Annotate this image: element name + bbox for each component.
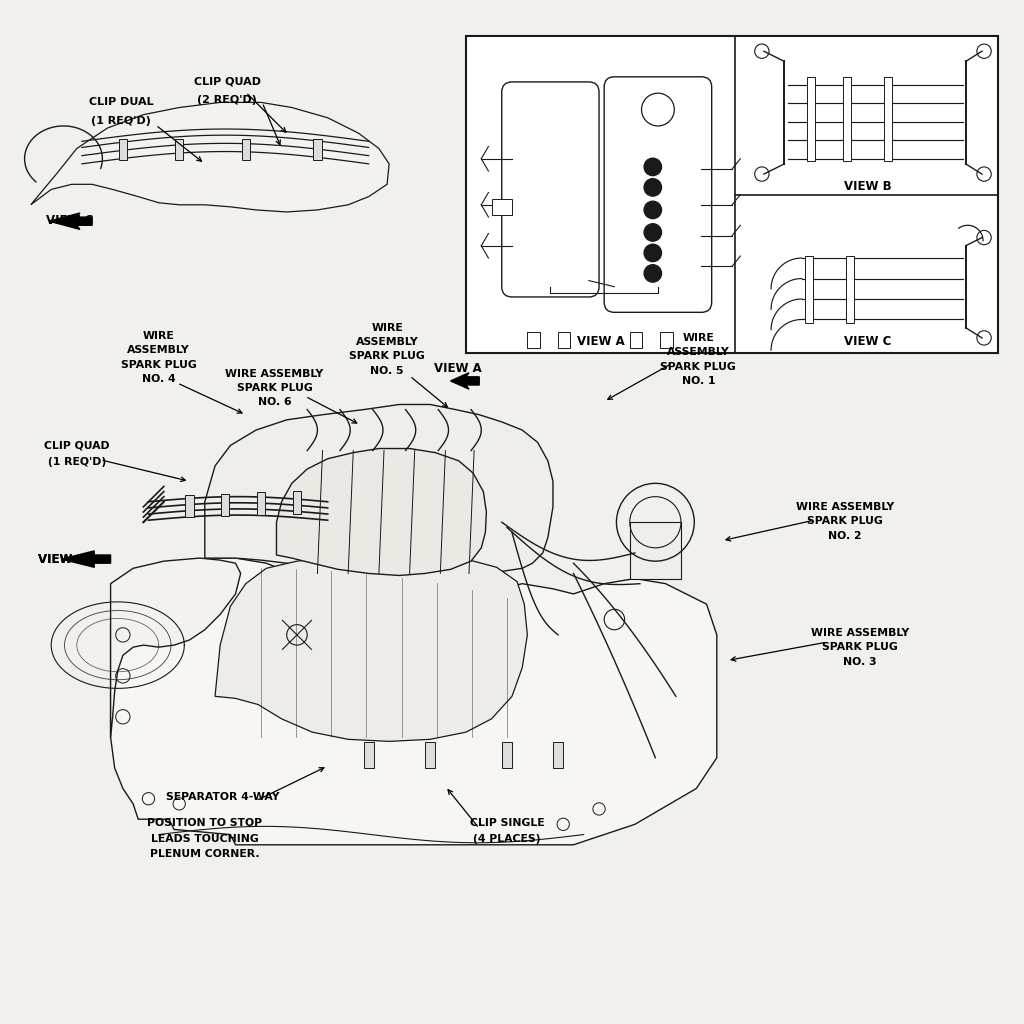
Polygon shape (31, 102, 389, 212)
Text: (1 REQ'D): (1 REQ'D) (91, 116, 151, 126)
Text: VIEW B: VIEW B (844, 179, 891, 193)
Bar (630, 522, 681, 579)
Polygon shape (49, 213, 92, 229)
Text: NO. 2: NO. 2 (828, 530, 861, 541)
Text: WIRE ASSEMBLY: WIRE ASSEMBLY (225, 369, 324, 379)
Text: SPARK PLUG: SPARK PLUG (822, 642, 898, 652)
Text: NO. 5: NO. 5 (371, 366, 403, 376)
Polygon shape (111, 558, 241, 737)
Bar (425, 742, 435, 768)
Bar (630, 332, 642, 348)
FancyBboxPatch shape (502, 82, 599, 297)
Text: VIEW A: VIEW A (434, 362, 481, 375)
Text: (2 REQ'D): (2 REQ'D) (198, 95, 257, 105)
Polygon shape (215, 555, 527, 741)
Text: POSITION TO STOP: POSITION TO STOP (147, 818, 262, 828)
Text: SPARK PLUG: SPARK PLUG (237, 383, 312, 393)
Text: VIEW B: VIEW B (38, 553, 85, 565)
Text: NO. 3: NO. 3 (844, 656, 877, 667)
Bar (313, 139, 322, 160)
Bar (884, 77, 892, 161)
Text: CLIP DUAL: CLIP DUAL (88, 97, 154, 108)
Bar (185, 495, 194, 517)
Text: SPARK PLUG: SPARK PLUG (660, 361, 736, 372)
Text: WIRE: WIRE (371, 323, 403, 333)
Circle shape (644, 202, 662, 219)
Text: LEADS TOUCHING: LEADS TOUCHING (151, 834, 259, 844)
Polygon shape (61, 551, 111, 567)
Text: VIEW C: VIEW C (46, 214, 93, 226)
Bar (364, 742, 374, 768)
Bar (257, 493, 265, 515)
Bar (846, 256, 854, 323)
Bar (466, 36, 998, 353)
Polygon shape (451, 373, 479, 389)
Text: NO. 6: NO. 6 (258, 397, 291, 408)
Text: WIRE: WIRE (142, 331, 175, 341)
Text: NO. 4: NO. 4 (142, 374, 175, 384)
Circle shape (644, 179, 662, 197)
FancyBboxPatch shape (604, 77, 712, 312)
Bar (492, 199, 512, 215)
Text: WIRE: WIRE (682, 333, 715, 343)
Text: VIEW A: VIEW A (578, 335, 625, 348)
Text: (1 REQ'D): (1 REQ'D) (48, 457, 105, 467)
Circle shape (644, 245, 662, 261)
Text: ASSEMBLY: ASSEMBLY (667, 347, 730, 357)
Text: VIEW B: VIEW B (38, 553, 85, 565)
Bar (527, 332, 540, 348)
Bar (293, 492, 301, 514)
Text: PLENUM CORNER.: PLENUM CORNER. (150, 849, 260, 859)
Polygon shape (111, 558, 717, 845)
Circle shape (644, 159, 662, 176)
Text: CLIP QUAD: CLIP QUAD (44, 440, 110, 451)
Text: SEPARATOR 4-WAY: SEPARATOR 4-WAY (167, 792, 280, 802)
Text: WIRE ASSEMBLY: WIRE ASSEMBLY (811, 628, 909, 638)
Bar (553, 742, 563, 768)
Text: CLIP SINGLE: CLIP SINGLE (470, 818, 544, 828)
Bar (558, 332, 570, 348)
Polygon shape (276, 449, 486, 575)
Bar (843, 77, 851, 161)
Text: SPARK PLUG: SPARK PLUG (121, 359, 197, 370)
Text: SPARK PLUG: SPARK PLUG (807, 516, 883, 526)
Bar (119, 139, 127, 160)
Text: SPARK PLUG: SPARK PLUG (349, 351, 425, 361)
Bar (807, 77, 815, 161)
Circle shape (644, 224, 662, 242)
Text: WIRE ASSEMBLY: WIRE ASSEMBLY (796, 502, 894, 512)
Text: (4 PLACES): (4 PLACES) (473, 834, 541, 844)
Text: ASSEMBLY: ASSEMBLY (127, 345, 190, 355)
Text: ASSEMBLY: ASSEMBLY (355, 337, 419, 347)
Bar (660, 332, 673, 348)
Bar (221, 494, 229, 516)
Text: VIEW C: VIEW C (844, 335, 891, 348)
Bar (502, 742, 512, 768)
Polygon shape (205, 404, 553, 577)
Bar (175, 139, 183, 160)
Circle shape (644, 265, 662, 282)
Bar (242, 139, 250, 160)
Text: NO. 1: NO. 1 (682, 376, 715, 386)
Text: CLIP QUAD: CLIP QUAD (194, 77, 261, 87)
Bar (805, 256, 813, 323)
